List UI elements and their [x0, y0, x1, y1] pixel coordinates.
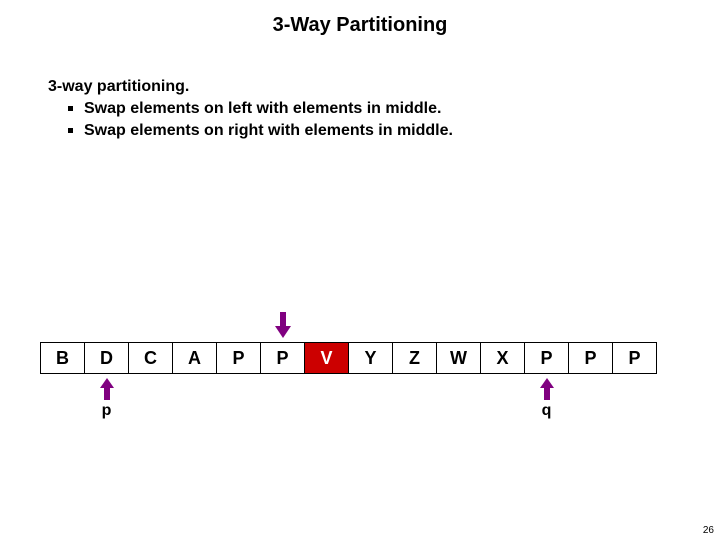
slide-body: 3-way partitioning. Swap elements on lef…: [48, 78, 668, 141]
slide: 3-Way Partitioning 3-way partitioning. S…: [0, 0, 720, 540]
array-cell: B: [40, 342, 85, 374]
array-cell: Z: [392, 342, 437, 374]
down-arrow-icon: [275, 312, 291, 338]
up-arrow-icon: [540, 378, 554, 400]
array-cell: D: [84, 342, 129, 374]
pointer-label: q: [524, 402, 569, 420]
array-cell: P: [216, 342, 261, 374]
page-number: 26: [703, 525, 714, 536]
arrow-shaft: [280, 312, 286, 326]
pointer-q: q: [524, 378, 569, 420]
slide-title: 3-Way Partitioning: [0, 0, 720, 37]
array-cell: A: [172, 342, 217, 374]
bullet-list: Swap elements on left with elements in m…: [68, 98, 668, 141]
section-heading: 3-way partitioning.: [48, 78, 668, 96]
array-cell: Y: [348, 342, 393, 374]
array-cell: W: [436, 342, 481, 374]
up-arrow-icon: [100, 378, 114, 400]
array-cell: P: [260, 342, 305, 374]
array-cell: X: [480, 342, 525, 374]
array-cell: P: [568, 342, 613, 374]
array-cell-pivot: V: [304, 342, 349, 374]
bullet-item: Swap elements on right with elements in …: [68, 120, 668, 142]
array-row: BDCAPPVYZWXPPP: [40, 342, 657, 374]
bullet-item: Swap elements on left with elements in m…: [68, 98, 668, 120]
array-cell: P: [612, 342, 657, 374]
array-cell: P: [524, 342, 569, 374]
pointer-p: p: [84, 378, 129, 420]
arrow-head: [275, 326, 291, 338]
array-cell: C: [128, 342, 173, 374]
pointer-label: p: [84, 402, 129, 420]
